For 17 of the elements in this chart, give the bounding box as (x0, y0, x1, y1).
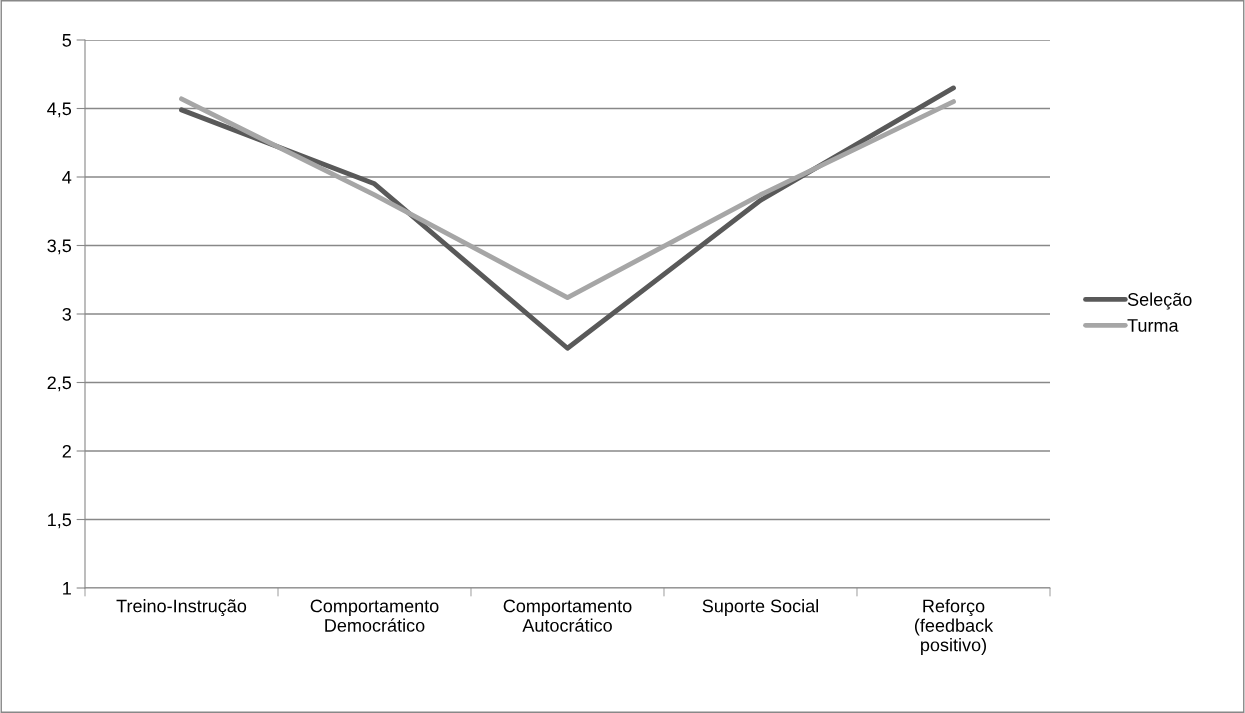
y-tick-label: 4,5 (47, 102, 72, 118)
y-tick-label: 1 (63, 582, 71, 595)
y-tick-label: 4 (62, 171, 72, 184)
x-tick-label: Treino-Instrução (116, 599, 247, 617)
y-tick-label: 1,5 (48, 513, 72, 529)
y-tick-label: 3,5 (47, 239, 72, 255)
x-tick-label: Reforço (feedback positivo) (914, 599, 994, 655)
x-tick-label: Comportamento Democrático (310, 599, 439, 632)
y-tick-label: 3 (62, 307, 72, 321)
legend-label: Seleção (1127, 292, 1192, 310)
y-tick-label: 2,5 (47, 376, 72, 392)
y-tick-label: 2 (62, 444, 71, 458)
x-tick-label: Comportamento Autocrático (503, 599, 632, 632)
line-series (179, 96, 956, 300)
y-tick-label: 5 (62, 34, 72, 47)
x-tick-label: Suporte Social (702, 599, 819, 616)
legend-label: Turma (1127, 319, 1179, 332)
